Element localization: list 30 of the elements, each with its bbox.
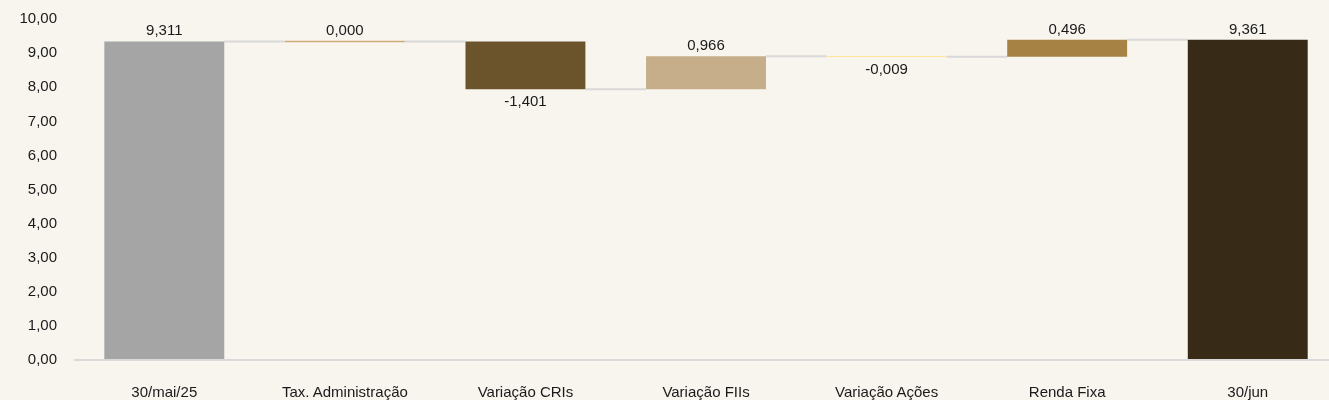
x-tick-label: Variação FIIs [662,383,750,400]
y-tick-label: 0,00 [27,350,57,368]
y-tick-label: 6,00 [27,145,57,163]
bar [1007,39,1128,57]
x-tick-label: 30/mai/25 [131,383,198,400]
x-tick-label: Tax. Administração [281,383,408,400]
y-tick-label: 2,00 [27,282,57,300]
bar [104,41,225,359]
x-tick-label: Variação Ações [835,383,939,400]
x-tick-label: Variação CRIs [477,383,574,400]
data-label: 9,361 [1228,19,1267,37]
y-tick-label: 4,00 [27,213,57,231]
bar [646,56,766,90]
data-label: 0,000 [326,21,364,39]
data-label: -1,401 [504,92,547,110]
bar [1187,39,1308,359]
y-tick-label: 1,00 [27,316,57,334]
data-label: 0,966 [687,36,725,54]
y-tick-label: 3,00 [27,247,57,265]
y-tick-label: 7,00 [27,111,57,129]
y-tick-label: 8,00 [27,77,57,95]
y-tick-label: 9,00 [27,43,57,61]
y-tick-label: 5,00 [27,179,57,197]
bar [465,41,586,90]
data-label: 9,311 [146,21,183,39]
data-label: 0,496 [1048,19,1086,37]
y-tick-label: 10,00 [19,9,57,27]
x-tick-label: Renda Fixa [1028,383,1107,400]
data-label: -0,009 [865,60,908,77]
x-tick-label: 30/jun [1227,383,1269,400]
